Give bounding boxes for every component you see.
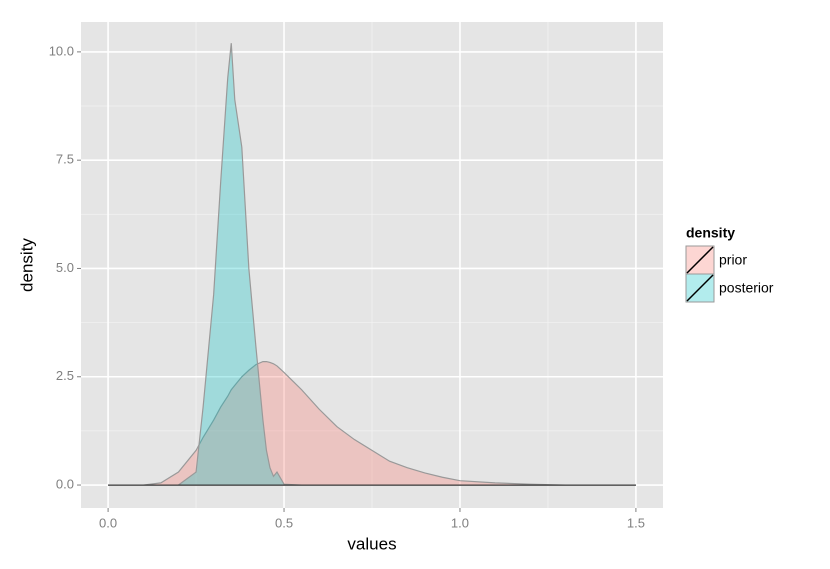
- y-tick-label: 7.5: [56, 152, 74, 167]
- x-tick-label: 1.5: [627, 515, 645, 530]
- legend-label: prior: [719, 252, 747, 268]
- x-axis-title: values: [347, 534, 396, 553]
- x-tick-label: 0.5: [275, 515, 293, 530]
- y-tick-label: 10.0: [49, 43, 74, 58]
- legend-key-line: [686, 246, 714, 274]
- legend-label: posterior: [719, 280, 774, 296]
- x-tick-label: 0.0: [99, 515, 117, 530]
- y-tick-label: 5.0: [56, 260, 74, 275]
- legend-title: density: [686, 225, 735, 241]
- legend-key-line: [686, 274, 714, 302]
- density-area: [108, 360, 636, 486]
- y-tick-label: 2.5: [56, 368, 74, 383]
- x-tick-label: 1.0: [451, 515, 469, 530]
- y-tick-label: 0.0: [56, 476, 74, 491]
- y-axis-title: density: [17, 238, 36, 292]
